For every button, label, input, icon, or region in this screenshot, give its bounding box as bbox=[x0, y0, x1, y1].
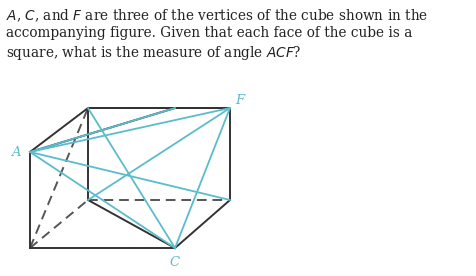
Text: A: A bbox=[11, 145, 21, 158]
Text: C: C bbox=[170, 256, 180, 269]
Text: square, what is the measure of angle $\it{ACF}$?: square, what is the measure of angle $\i… bbox=[6, 44, 302, 62]
Text: $\it{A}$, $\it{C}$, and $\it{F}$ are three of the vertices of the cube shown in : $\it{A}$, $\it{C}$, and $\it{F}$ are thr… bbox=[6, 8, 428, 24]
Text: accompanying figure. Given that each face of the cube is a: accompanying figure. Given that each fac… bbox=[6, 26, 412, 40]
Text: F: F bbox=[235, 94, 245, 107]
